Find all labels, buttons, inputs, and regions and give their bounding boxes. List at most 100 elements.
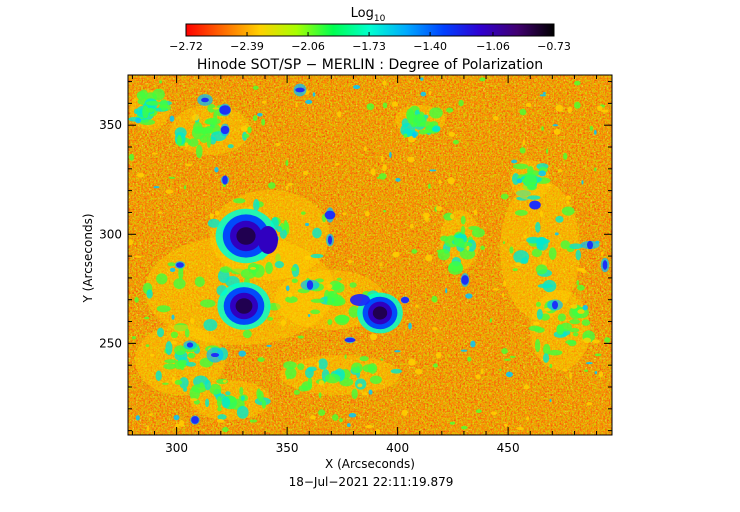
background-speck	[318, 380, 324, 386]
network-speck	[335, 314, 349, 326]
background-speck	[555, 104, 564, 112]
background-speck	[165, 189, 174, 194]
background-speck	[346, 423, 351, 427]
background-speck	[433, 363, 438, 368]
network-speck	[213, 110, 218, 124]
network-speck	[191, 126, 206, 140]
background-speck	[407, 156, 415, 163]
network-speck	[165, 341, 173, 356]
background-speck	[344, 354, 347, 360]
network-speck	[555, 215, 564, 223]
background-speck	[392, 251, 400, 258]
background-speck	[403, 133, 408, 138]
background-speck	[465, 293, 473, 299]
background-speck	[594, 371, 598, 375]
background-speck	[303, 170, 309, 176]
background-speck	[304, 255, 312, 260]
network-speck	[275, 253, 281, 264]
background-speck	[185, 163, 193, 166]
network-speck	[454, 234, 467, 239]
y-axis-label: Y (Arcseconds)	[81, 213, 95, 303]
network-speck	[205, 125, 214, 134]
network-speck	[174, 127, 187, 139]
background-speck	[542, 91, 546, 95]
network-speck	[332, 282, 345, 293]
plot-axes-frame	[127, 74, 613, 436]
background-speck	[601, 109, 609, 113]
network-speck	[575, 249, 582, 261]
background-speck	[261, 100, 267, 104]
background-speck	[135, 117, 142, 124]
background-speck	[428, 183, 431, 189]
background-speck	[310, 415, 316, 420]
background-speck	[466, 245, 470, 251]
network-speck	[283, 361, 297, 370]
background-speck	[149, 354, 155, 357]
network-speck	[195, 144, 203, 159]
background-speck	[479, 77, 486, 82]
background-speck	[489, 318, 493, 323]
network-speck	[557, 313, 566, 322]
background-speck	[501, 348, 508, 355]
network-speck	[535, 221, 541, 233]
background-speck	[425, 254, 433, 262]
network-speck	[240, 395, 245, 401]
polarization-map-image	[128, 75, 612, 435]
network-speck	[156, 305, 171, 313]
background-speck	[567, 106, 573, 113]
strong-field-element	[324, 210, 336, 220]
background-speck	[216, 419, 225, 423]
background-speck	[589, 125, 593, 131]
background-speck	[287, 292, 293, 298]
pore-core	[236, 227, 256, 245]
strong-field-element	[400, 296, 410, 304]
strong-field-element	[587, 240, 593, 250]
network-speck	[315, 278, 324, 283]
background-speck	[545, 148, 549, 154]
network-speck	[565, 339, 577, 345]
background-speck	[509, 355, 516, 358]
network-speck	[448, 261, 463, 272]
background-speck	[285, 159, 289, 167]
background-speck	[600, 251, 604, 256]
background-speck	[347, 259, 353, 264]
background-speck	[178, 420, 185, 428]
network-speck	[173, 323, 189, 332]
colorbar-tick-label: −1.06	[476, 40, 510, 53]
network-speck	[536, 308, 543, 320]
background-speck	[554, 232, 559, 236]
background-speck	[597, 105, 603, 112]
network-speck	[432, 125, 441, 132]
background-speck	[535, 301, 541, 307]
background-speck	[134, 255, 142, 258]
background-speck	[553, 128, 561, 135]
background-speck	[275, 142, 281, 146]
network-speck	[568, 243, 583, 250]
background-speck	[452, 139, 459, 145]
background-speck	[145, 344, 150, 347]
background-speck	[523, 384, 530, 390]
background-speck	[208, 264, 211, 268]
background-speck	[432, 327, 438, 331]
background-speck	[519, 108, 527, 116]
background-speck	[295, 102, 298, 108]
strong-field-element	[461, 275, 469, 285]
background-speck	[327, 319, 333, 325]
background-speck	[382, 164, 387, 172]
background-speck	[248, 206, 253, 210]
background-speck	[312, 92, 316, 97]
network-speck	[401, 118, 409, 128]
background-speck	[583, 337, 592, 344]
background-speck	[516, 178, 523, 184]
background-speck	[549, 398, 552, 403]
background-speck	[285, 285, 290, 292]
background-speck	[539, 210, 543, 218]
background-speck	[409, 223, 414, 229]
network-speck	[527, 195, 541, 200]
background-speck	[129, 153, 135, 161]
background-speck	[183, 185, 187, 190]
background-speck	[499, 368, 502, 371]
background-speck	[446, 107, 454, 113]
network-speck	[184, 328, 190, 338]
background-speck	[175, 423, 180, 429]
